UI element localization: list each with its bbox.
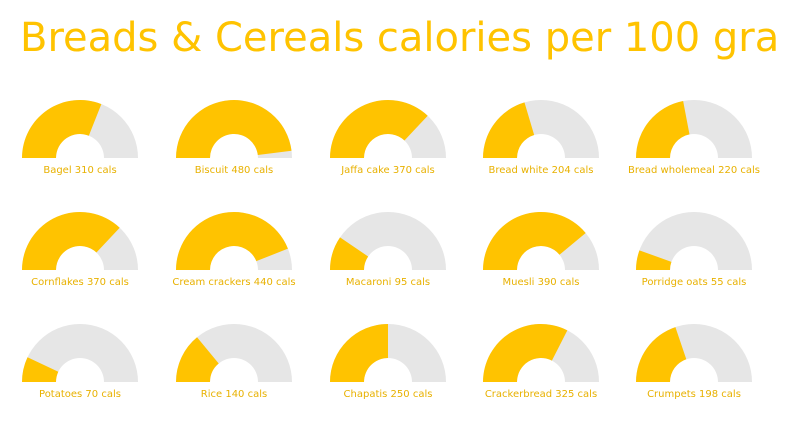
gauge-cream-crackers: Cream crackers 440 cals bbox=[172, 211, 296, 288]
gauge-bread-white: Bread white 204 cals bbox=[483, 100, 599, 176]
gauge-porridge-oats: Porridge oats 55 cals bbox=[636, 212, 752, 288]
gauge-muesli: Muesli 390 cals bbox=[483, 212, 599, 288]
gauge-label: Chapatis 250 cals bbox=[344, 389, 433, 400]
gauge-value-arc bbox=[22, 357, 59, 382]
gauge-value-arc bbox=[22, 212, 120, 270]
chart-title: Breads & Cereals calories per 100 gra bbox=[20, 15, 780, 61]
gauge-label: Jaffa cake 370 cals bbox=[340, 165, 435, 176]
gauge-value-arc bbox=[330, 324, 388, 382]
gauge-jaffa-cake: Jaffa cake 370 cals bbox=[330, 100, 446, 176]
gauge-bread-wholemeal: Bread wholemeal 220 cals bbox=[628, 100, 760, 176]
gauge-bagel: Bagel 310 cals bbox=[22, 99, 138, 176]
gauge-macaroni: Macaroni 95 cals bbox=[330, 212, 446, 288]
gauge-cornflakes: Cornflakes 370 cals bbox=[22, 212, 138, 288]
gauge-value-arc bbox=[636, 101, 690, 158]
gauge-value-arc bbox=[483, 212, 586, 270]
gauge-value-arc bbox=[176, 100, 292, 158]
gauge-label: Cream crackers 440 cals bbox=[172, 277, 295, 288]
gauge-value-arc bbox=[483, 102, 535, 158]
gauge-label: Cornflakes 370 cals bbox=[31, 277, 129, 288]
gauge-label: Bread white 204 cals bbox=[489, 165, 594, 176]
gauge-value-arc bbox=[330, 100, 428, 158]
gauge-label: Bread wholemeal 220 cals bbox=[628, 165, 760, 176]
gauge-label: Crackerbread 325 cals bbox=[485, 389, 597, 400]
gauge-biscuit: Biscuit 480 cals bbox=[176, 100, 292, 176]
gauge-label: Bagel 310 cals bbox=[43, 165, 116, 176]
gauge-value-arc bbox=[636, 250, 672, 270]
gauge-label: Biscuit 480 cals bbox=[195, 165, 273, 176]
gauge-label: Rice 140 cals bbox=[201, 389, 267, 400]
gauge-label: Crumpets 198 cals bbox=[647, 389, 741, 400]
gauge-value-arc bbox=[330, 237, 369, 270]
gauge-crackerbread: Crackerbread 325 cals bbox=[483, 323, 599, 400]
gauge-track bbox=[636, 212, 752, 270]
gauge-chapatis: Chapatis 250 cals bbox=[330, 324, 446, 400]
gauge-value-arc bbox=[22, 99, 102, 158]
gauge-rice: Rice 140 cals bbox=[176, 324, 292, 400]
gauge-potatoes: Potatoes 70 cals bbox=[22, 324, 138, 400]
gauge-label: Macaroni 95 cals bbox=[346, 277, 430, 288]
gauge-value-arc bbox=[176, 337, 219, 382]
gauge-value-arc bbox=[176, 211, 288, 270]
gauge-label: Potatoes 70 cals bbox=[39, 389, 121, 400]
gauge-crumpets: Crumpets 198 cals bbox=[636, 324, 752, 400]
gauge-track bbox=[22, 324, 138, 382]
gauge-value-arc bbox=[483, 323, 568, 382]
gauge-label: Muesli 390 cals bbox=[503, 277, 580, 288]
gauge-value-arc bbox=[636, 327, 687, 382]
gauge-label: Porridge oats 55 cals bbox=[642, 277, 747, 288]
